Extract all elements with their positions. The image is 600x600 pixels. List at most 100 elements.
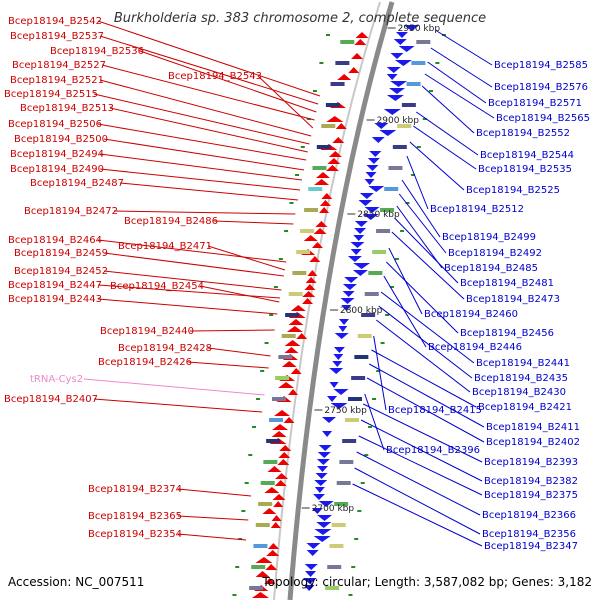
right-gene-label[interactable]: Bcep18194_B2565 xyxy=(496,113,590,124)
position-ticks: 2950 kbp 2900 kbp 2850 kbp 2800 kbp 2750 kbp… xyxy=(301,24,440,514)
left-gene-label[interactable]: Bcep18194_B2537 xyxy=(10,31,104,42)
left-gene-label[interactable]: Bcep18194_B2374 xyxy=(88,484,182,495)
right-gene-label[interactable]: Bcep18194_B2512 xyxy=(430,204,524,215)
right-gene-label[interactable]: Bcep18194_B2499 xyxy=(442,232,536,243)
right-gene-label[interactable]: Bcep18194_B2375 xyxy=(484,490,578,501)
right-gene-label[interactable]: Bcep18194_B2576 xyxy=(494,82,588,93)
left-gene-label[interactable]: Bcep18194_B2454 xyxy=(110,281,204,292)
left-gene-label[interactable]: Bcep18194_B2426 xyxy=(98,357,192,368)
left-gene-label[interactable]: Bcep18194_B2500 xyxy=(14,134,108,145)
right-gene-label[interactable]: Bcep18194_B2421 xyxy=(478,402,572,413)
left-gene-label[interactable]: Bcep18194_B2494 xyxy=(10,149,104,160)
right-gene-label[interactable]: Bcep18194_B2415 xyxy=(388,405,482,416)
left-gene-arrow xyxy=(284,347,299,353)
right-gene-arrow xyxy=(305,571,317,577)
right-gene-label[interactable]: Bcep18194_B2402 xyxy=(486,437,580,448)
feature-block xyxy=(411,61,426,65)
trna-label[interactable]: tRNA-Cys2 xyxy=(30,374,83,385)
right-gene-arrow xyxy=(313,494,326,500)
left-gene-label[interactable]: Bcep18194_B2447 xyxy=(8,280,102,291)
right-gene-label[interactable]: Bcep18194_B2435 xyxy=(474,373,568,384)
right-gene-label[interactable]: Bcep18194_B2393 xyxy=(484,457,578,468)
gc-marker xyxy=(295,174,300,176)
left-gene-label[interactable]: Bcep18194_B2407 xyxy=(4,394,98,405)
left-gene-label[interactable]: Bcep18194_B2543 xyxy=(168,71,262,82)
left-leader-line xyxy=(119,182,299,201)
left-leader-line xyxy=(97,298,278,315)
right-gene-label[interactable]: Bcep18194_B2430 xyxy=(472,387,566,398)
right-gene-arrow xyxy=(386,67,401,73)
left-gene-label[interactable]: Bcep18194_B2354 xyxy=(88,529,182,540)
right-gene-label[interactable]: Bcep18194_B2441 xyxy=(476,358,570,369)
right-gene-label[interactable]: Bcep18194_B2552 xyxy=(476,128,570,139)
right-gene-label[interactable]: Bcep18194_B2347 xyxy=(484,541,578,552)
right-gene-arrow xyxy=(341,305,352,311)
right-gene-label[interactable]: Bcep18194_B2366 xyxy=(482,510,576,521)
right-gene-arrow xyxy=(316,522,332,528)
right-gene-label[interactable]: Bcep18194_B2544 xyxy=(480,150,574,161)
left-gene-label[interactable]: Bcep18194_B2459 xyxy=(14,248,108,259)
feature-block xyxy=(288,292,303,296)
right-gene-label[interactable]: Bcep18194_B2485 xyxy=(444,263,538,274)
left-gene-label[interactable]: Bcep18194_B2521 xyxy=(10,75,104,86)
left-gene-label[interactable]: Bcep18194_B2472 xyxy=(24,206,118,217)
right-gene-label[interactable]: Bcep18194_B2411 xyxy=(486,422,580,433)
right-leader-line xyxy=(363,403,483,463)
right-gene-arrow xyxy=(394,60,412,66)
feature-block xyxy=(266,439,281,443)
right-gene-arrow xyxy=(354,221,368,227)
left-gene-label[interactable]: Bcep18194_B2527 xyxy=(12,60,106,71)
left-gene-label[interactable]: Bcep18194_B2440 xyxy=(100,326,194,337)
left-gene-label[interactable]: Bcep18194_B2365 xyxy=(88,511,182,522)
tick-label: 2850 kbp xyxy=(357,210,400,220)
left-gene-arrow xyxy=(274,410,291,416)
left-gene-arrow xyxy=(271,431,287,437)
gc-marker xyxy=(357,510,362,512)
left-leader-line xyxy=(199,285,280,303)
left-gene-label[interactable]: Bcep18194_B2515 xyxy=(4,89,98,100)
right-gene-label[interactable]: Bcep18194_B2456 xyxy=(460,328,554,339)
feature-block xyxy=(406,82,421,86)
left-gene-label[interactable]: Bcep18194_B2490 xyxy=(10,164,104,175)
feature-block xyxy=(401,103,416,107)
left-gene-label[interactable]: Bcep18194_B2487 xyxy=(30,178,124,189)
left-gene-label[interactable]: Bcep18194_B2486 xyxy=(124,216,218,227)
left-gene-label[interactable]: Bcep18194_B2443 xyxy=(8,294,102,305)
left-gene-label[interactable]: Bcep18194_B2536 xyxy=(50,46,144,57)
right-gene-label[interactable]: Bcep18194_B2396 xyxy=(386,445,480,456)
feature-block xyxy=(354,355,369,359)
gc-marker xyxy=(252,426,257,428)
feature-block xyxy=(263,460,278,464)
right-gene-arrow xyxy=(330,403,348,409)
right-gene-label[interactable]: Bcep18194_B2382 xyxy=(484,476,578,487)
left-gene-arrow xyxy=(319,200,331,206)
right-leader-line xyxy=(434,29,493,66)
right-gene-label[interactable]: Bcep18194_B2481 xyxy=(460,278,554,289)
left-leader-line xyxy=(97,239,287,263)
left-gene-label[interactable]: Bcep18194_B2452 xyxy=(14,266,108,277)
right-gene-label[interactable]: Bcep18194_B2525 xyxy=(466,185,560,196)
gc-marker xyxy=(416,146,421,148)
right-gene-label[interactable]: Bcep18194_B2492 xyxy=(448,248,542,259)
right-gene-label[interactable]: Bcep18194_B2356 xyxy=(482,529,576,540)
right-gene-arrow xyxy=(322,417,337,423)
left-gene-label[interactable]: Bcep18194_B2506 xyxy=(8,119,102,130)
right-gene-label[interactable]: Bcep18194_B2535 xyxy=(478,164,572,175)
right-gene-label[interactable]: Bcep18194_B2571 xyxy=(488,98,582,109)
gc-marker xyxy=(300,146,305,148)
right-gene-arrow xyxy=(386,74,398,80)
left-gene-arrow xyxy=(326,116,344,122)
left-gene-label[interactable]: Bcep18194_B2513 xyxy=(20,103,114,114)
left-gene-label[interactable]: Bcep18194_B2464 xyxy=(8,235,102,246)
right-gene-label[interactable]: Bcep18194_B2446 xyxy=(428,342,522,353)
left-gene-label[interactable]: Bcep18194_B2471 xyxy=(118,241,212,252)
left-leader-line xyxy=(83,378,265,396)
left-gene-label[interactable]: Bcep18194_B2542 xyxy=(8,16,102,27)
right-gene-label[interactable]: Bcep18194_B2585 xyxy=(494,60,588,71)
left-gene-label[interactable]: Bcep18194_B2428 xyxy=(118,343,212,354)
left-gene-arrow xyxy=(348,67,360,73)
left-gene-arrow xyxy=(270,522,281,528)
right-gene-label[interactable]: Bcep18194_B2473 xyxy=(466,294,560,305)
feature-block xyxy=(368,271,383,275)
right-gene-label[interactable]: Bcep18194_B2460 xyxy=(424,309,518,320)
